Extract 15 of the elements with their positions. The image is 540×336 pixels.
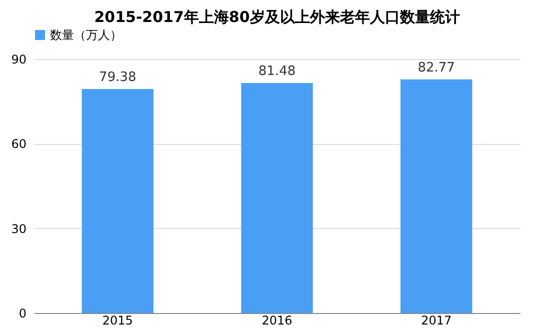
y-tick-label: 30 <box>11 222 26 236</box>
data-label: 79.38 <box>99 70 136 85</box>
x-tick-label: 2016 <box>262 314 292 328</box>
data-label: 81.48 <box>258 64 296 80</box>
bar <box>241 83 313 313</box>
legend-label: 数量（万人） <box>50 28 122 42</box>
y-tick-label: 90 <box>11 52 26 66</box>
x-tick-label: 2017 <box>421 314 452 328</box>
x-tick-label: 2015 <box>102 314 133 328</box>
bar <box>82 88 154 313</box>
bar <box>400 79 472 313</box>
chart-title: 2015-2017年上海80岁及以上外来老年人口数量统计 <box>94 8 460 26</box>
y-tick-label: 60 <box>11 137 26 152</box>
data-label: 82.77 <box>418 60 455 76</box>
y-tick-label: 0 <box>18 306 26 320</box>
